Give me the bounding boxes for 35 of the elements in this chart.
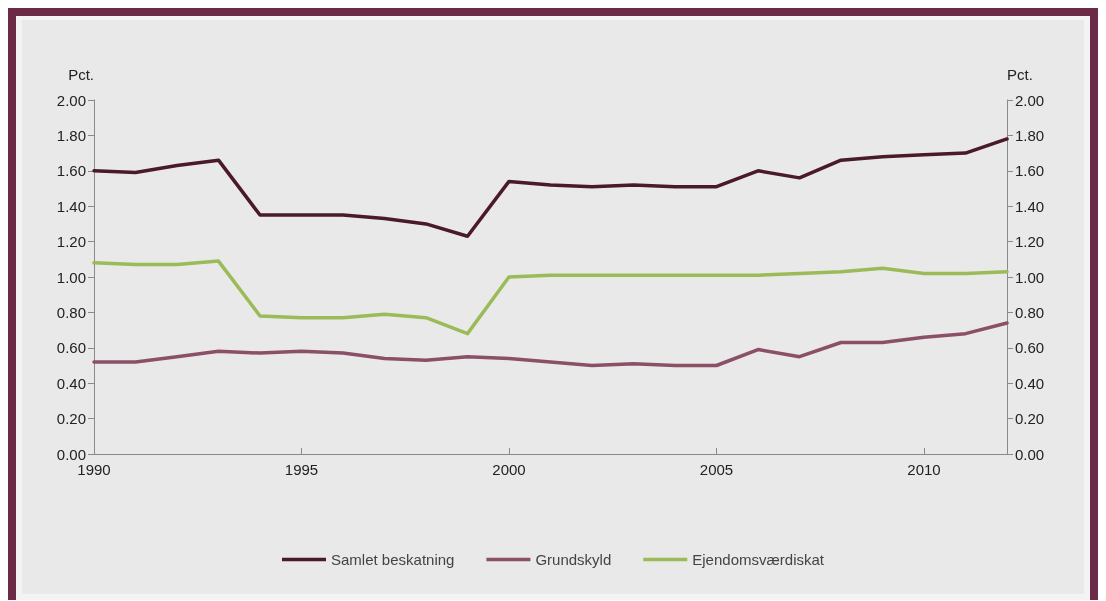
- y-tick-label: 1.00: [56, 268, 86, 286]
- y2-tick-label: 0.80: [1015, 303, 1045, 321]
- y2-tick-label: 1.00: [1015, 268, 1045, 286]
- x-tick-label: 1990: [77, 461, 111, 478]
- legend-label: Grundskyld: [535, 551, 612, 568]
- y-tick-label: 0.60: [56, 339, 86, 357]
- line-series: [92, 259, 1009, 336]
- y-tick-label: 0.20: [56, 410, 86, 428]
- y2-tick-label: 1.20: [1015, 233, 1045, 251]
- y-tick-label: 0.40: [56, 374, 86, 392]
- line-series: [92, 137, 1009, 239]
- y2-axis-title: Pct.: [1007, 66, 1033, 83]
- legend-label: Samlet beskatning: [331, 551, 455, 568]
- y2-tick-label: 0.00: [1015, 445, 1045, 463]
- y-tick-label: 1.40: [56, 197, 86, 215]
- y2-tick-label: 0.60: [1015, 339, 1045, 357]
- x-tick-label: 2010: [907, 461, 941, 478]
- y2-tick-label: 1.80: [1015, 126, 1045, 144]
- x-tick-label: 2005: [699, 461, 734, 478]
- y2-tick-label: 0.40: [1015, 374, 1045, 392]
- y2-tick-label: 1.60: [1015, 162, 1045, 180]
- legend-label: Ejendomsværdiskat: [692, 551, 825, 568]
- y-tick-label: 1.60: [56, 162, 86, 180]
- x-tick-label: 1995: [284, 461, 319, 478]
- y-tick-label: 1.20: [56, 233, 86, 251]
- line-series: [92, 321, 1009, 368]
- y-tick-label: 2.00: [56, 91, 86, 109]
- y2-tick-label: 2.00: [1015, 91, 1045, 109]
- y-tick-label: 0.00: [56, 445, 86, 463]
- y-tick-label: 0.80: [56, 303, 86, 321]
- y2-tick-label: 0.20: [1015, 410, 1045, 428]
- y-tick-label: 1.80: [56, 126, 86, 144]
- y2-tick-label: 1.40: [1015, 197, 1045, 215]
- y-axis-title: Pct.: [68, 66, 94, 83]
- x-tick-label: 2000: [492, 461, 526, 478]
